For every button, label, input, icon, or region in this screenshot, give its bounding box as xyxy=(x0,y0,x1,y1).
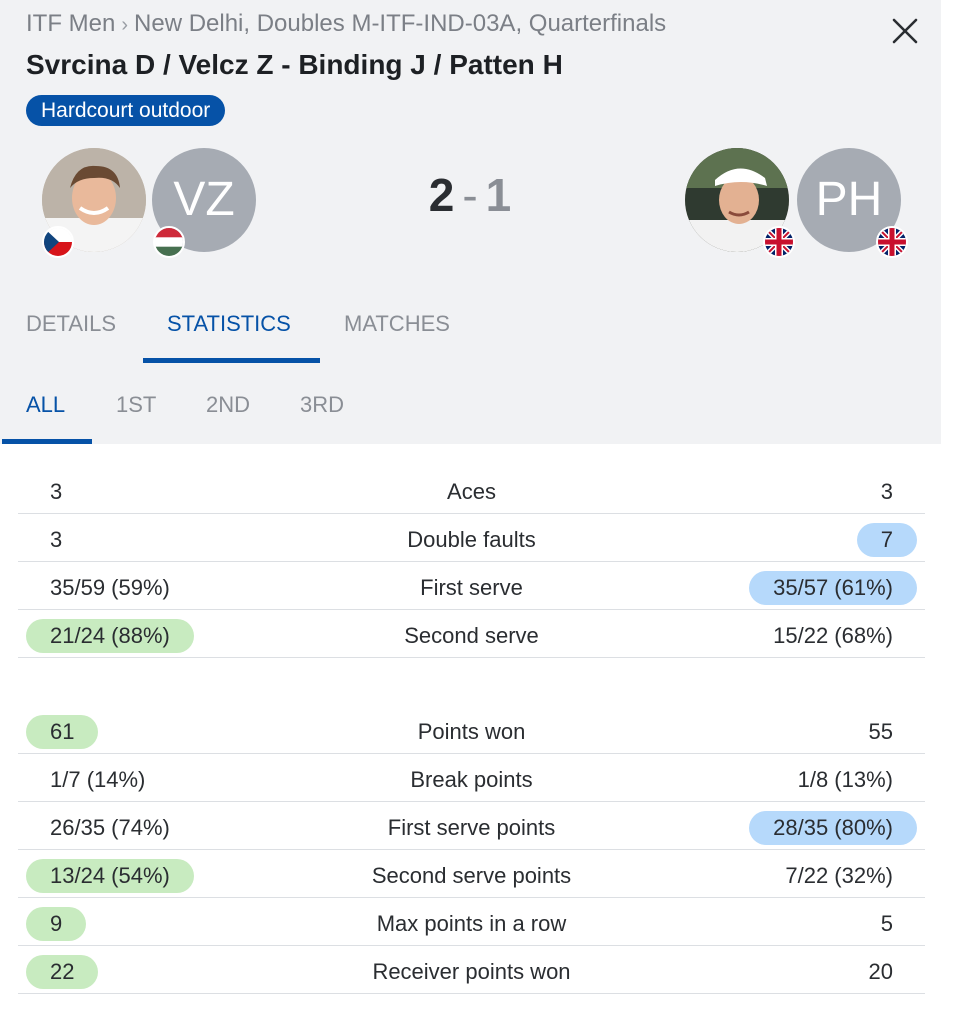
close-icon xyxy=(892,18,918,44)
breadcrumb-category[interactable]: ITF Men xyxy=(26,10,116,37)
stat-away-value: 3 xyxy=(880,479,893,504)
statistics-table: 3 Aces 3 3 Double faults 7 35/59 (59%) First se… xyxy=(18,466,925,994)
tab-details[interactable]: DETAILS xyxy=(26,311,117,336)
stat-row: 3 Aces 3 xyxy=(18,466,925,514)
home-score: 2 xyxy=(428,169,455,221)
stat-home-value: 13/24 (54%) xyxy=(26,859,194,893)
subtab-3rd[interactable]: 3RD xyxy=(300,392,345,417)
stat-label: Max points in a row xyxy=(376,911,567,936)
hungary-flag-icon xyxy=(153,226,185,258)
stat-row: 61 Points won 55 xyxy=(18,706,925,754)
breadcrumb-separator: › xyxy=(121,14,129,36)
stat-home-value: 1/7 (14%) xyxy=(50,767,146,792)
stat-home-value: 26/35 (74%) xyxy=(50,815,170,840)
stat-home-value: 9 xyxy=(26,907,87,941)
stat-away-value: 28/35 (80%) xyxy=(749,811,917,845)
stat-away-value: 7 xyxy=(856,523,917,557)
tab-statistics[interactable]: STATISTICS xyxy=(167,311,291,336)
stat-row: 35/59 (59%) First serve 35/57 (61%) xyxy=(18,562,925,610)
subtab-1st[interactable]: 1ST xyxy=(116,392,157,417)
stat-home-value: 21/24 (88%) xyxy=(26,619,194,653)
stat-row: 1/7 (14%) Break points 1/8 (13%) xyxy=(18,754,925,802)
active-tab-indicator xyxy=(143,358,320,363)
stat-away-value: 35/57 (61%) xyxy=(749,571,917,605)
stat-away-value: 1/8 (13%) xyxy=(797,767,893,792)
stat-row: 26/35 (74%) First serve points 28/35 (80%) xyxy=(18,802,925,850)
stat-home-value: 35/59 (59%) xyxy=(50,575,170,600)
surface-badge: Hardcourt outdoor xyxy=(26,95,226,126)
score-separator: - xyxy=(462,169,478,221)
stat-away-value: 7/22 (32%) xyxy=(785,863,893,888)
stat-label: Points won xyxy=(417,719,526,744)
match-title: Svrcina D / Velcz Z - Binding J / Patten… xyxy=(26,49,563,80)
stat-home-value: 61 xyxy=(26,715,99,749)
stat-away-value: 20 xyxy=(868,959,893,984)
stat-home-value: 3 xyxy=(50,527,63,552)
tab-matches[interactable]: MATCHES xyxy=(344,311,450,336)
stat-away-value: 15/22 (68%) xyxy=(773,623,893,648)
stat-row: 22 Receiver points won 20 xyxy=(18,946,925,994)
stat-label: Receiver points won xyxy=(372,959,571,984)
stat-label: Aces xyxy=(447,479,496,504)
czech-flag-icon xyxy=(42,226,74,258)
away-score: 1 xyxy=(485,169,512,221)
stat-label: Double faults xyxy=(407,527,536,552)
stat-row: 9 Max points in a row 5 xyxy=(18,898,925,946)
subtab-2nd[interactable]: 2ND xyxy=(206,392,251,417)
stat-row: 13/24 (54%) Second serve points 7/22 (32%) xyxy=(18,850,925,898)
uk-flag-icon xyxy=(763,226,795,258)
period-tabs: ALL 1ST 2ND 3RD xyxy=(0,363,941,444)
breadcrumb: ITF Men › New Delhi, Doubles M-ITF-IND-03A… xyxy=(26,10,666,38)
uk-flag-icon xyxy=(876,226,908,258)
close-button[interactable] xyxy=(884,10,926,52)
stat-row: 3 Double faults 7 xyxy=(18,514,925,562)
subtab-all[interactable]: ALL xyxy=(26,392,66,417)
active-subtab-indicator xyxy=(2,439,92,444)
breadcrumb-tournament[interactable]: New Delhi, Doubles M-ITF-IND-03A, Quarte… xyxy=(134,10,667,37)
stat-away-value: 55 xyxy=(868,719,893,744)
stat-away-value: 5 xyxy=(880,911,893,936)
stat-row: 21/24 (88%) Second serve 15/22 (68%) xyxy=(18,610,925,658)
stat-home-value: 3 xyxy=(50,479,63,504)
match-score: 2-1 xyxy=(380,168,560,222)
stat-home-value: 22 xyxy=(26,955,99,989)
